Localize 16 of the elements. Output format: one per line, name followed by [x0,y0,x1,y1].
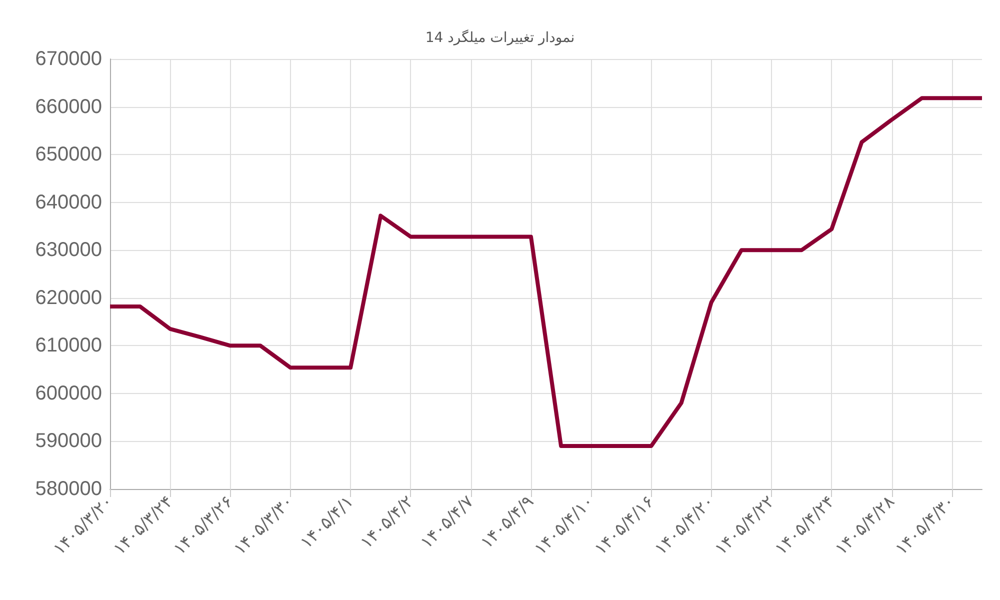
chart-title: نمودار تغییرات میلگرد 14 [425,29,575,46]
y-tick-label: 640000 [35,191,102,214]
y-tick-label: 670000 [35,48,102,70]
y-tick-label: 620000 [35,286,102,309]
x-tick-label: ۱۴۰۵/۴/۲ [356,492,418,553]
y-tick-label: 660000 [35,96,102,118]
y-tick-label: 650000 [35,144,102,166]
y-tick-label: 580000 [35,478,102,500]
x-tick-label: ۱۴۰۵/۳/۳۰ [230,492,298,560]
y-tick-label: 630000 [35,239,102,262]
y-tick-label: 590000 [35,430,102,452]
line-series [108,96,984,448]
y-tick-label: 600000 [35,382,102,404]
x-tick-label: ۱۴۰۵/۴/۷ [416,492,478,553]
x-tick-label: ۱۴۰۵/۴/۱ [296,492,358,553]
y-tick-label: 610000 [35,334,102,357]
